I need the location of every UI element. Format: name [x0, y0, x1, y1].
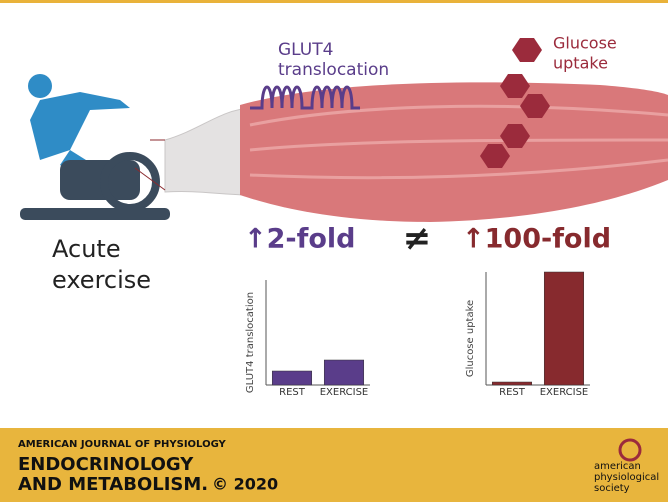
category-label: EXERCISE: [320, 387, 369, 398]
category-label: EXERCISE: [540, 387, 589, 398]
cyclist-icon: [20, 74, 170, 220]
journal-title: ENDOCRINOLOGY: [18, 454, 194, 475]
not-equal: ≠: [403, 219, 432, 259]
journal-name: AMERICAN JOURNAL OF PHYSIOLOGY: [18, 439, 227, 450]
exercise-label: exercise: [52, 266, 151, 294]
glut4-label: GLUT4: [278, 40, 333, 60]
muscle: [240, 82, 668, 222]
fold-label: ↑100-fold: [462, 224, 611, 255]
glucose-icons: [480, 38, 550, 168]
top-rule: [0, 0, 668, 3]
muscle-fibers: [249, 104, 668, 180]
glut4-icon: [250, 85, 360, 110]
copyright: © 2020: [212, 475, 278, 494]
glucose-label: Glucose: [553, 34, 617, 53]
society-name: american: [594, 461, 641, 472]
bar: [543, 271, 585, 386]
society-logo: [618, 438, 642, 462]
fold-label: ↑2-fold: [244, 224, 356, 255]
category-label: REST: [279, 387, 306, 398]
journal-title: AND METABOLISM.: [18, 474, 208, 495]
footer-band: [0, 428, 668, 502]
glucose-label: uptake: [553, 54, 608, 73]
bar: [491, 381, 533, 386]
y-axis-label: Glucose uptake: [465, 300, 476, 377]
bar: [271, 370, 313, 386]
category-label: REST: [499, 387, 526, 398]
exercise-label: Acute: [52, 235, 121, 263]
society-name: physiological: [594, 472, 659, 483]
glut4-label: translocation: [278, 60, 389, 80]
society-name: society: [594, 483, 630, 494]
bar: [323, 359, 365, 386]
y-axis-label: GLUT4 translocation: [245, 292, 256, 393]
